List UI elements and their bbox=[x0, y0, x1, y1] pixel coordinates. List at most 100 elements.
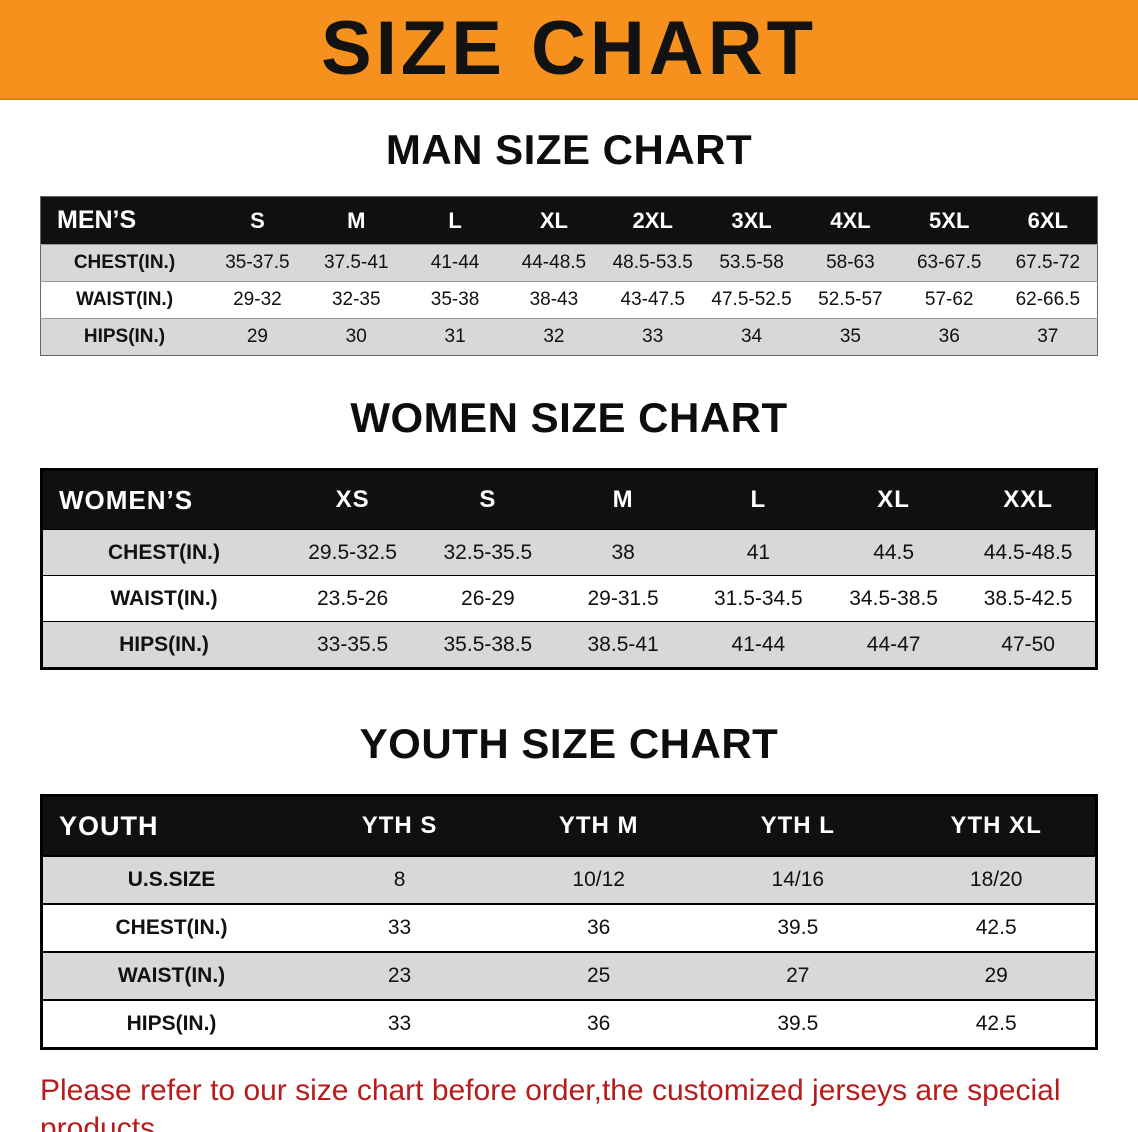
row-label: WAIST(IN.) bbox=[41, 575, 285, 622]
row-label: CHEST(IN.) bbox=[41, 903, 300, 952]
table-cell: 10/12 bbox=[499, 855, 699, 904]
men-size-table: MEN’S S M L XL 2XL 3XL 4XL 5XL 6XL CHEST(IN.) 35-37… bbox=[40, 196, 1098, 356]
table-cell: 36 bbox=[499, 903, 699, 952]
youth-section-heading: YOUTH SIZE CHART bbox=[359, 720, 779, 767]
table-cell: 35.5-38.5 bbox=[420, 621, 556, 669]
column-header: 3XL bbox=[702, 196, 801, 245]
column-header: M bbox=[555, 469, 691, 530]
table-cell: 37.5-41 bbox=[306, 244, 406, 282]
table-cell: 62-66.5 bbox=[998, 281, 1098, 319]
table-cell: 33-35.5 bbox=[285, 621, 421, 669]
table-cell: 33 bbox=[603, 318, 703, 356]
table-cell: 32.5-35.5 bbox=[420, 529, 556, 576]
table-row: WAIST(IN.) 29-32 32-35 35-38 38-43 43-47.5 47.… bbox=[40, 281, 1098, 319]
table-row: HIPS(IN.) 29 30 31 32 33 34 35 36 37 bbox=[40, 318, 1098, 356]
table-cell: 30 bbox=[306, 318, 406, 356]
table-cell: 41-44 bbox=[405, 244, 505, 282]
row-label: WAIST(IN.) bbox=[40, 281, 208, 319]
table-cell: 27 bbox=[698, 951, 898, 1000]
column-header: XXL bbox=[961, 469, 1097, 530]
row-label: HIPS(IN.) bbox=[40, 318, 208, 356]
table-cell: 35-38 bbox=[405, 281, 505, 319]
table-cell: 58-63 bbox=[800, 244, 900, 282]
table-cell: 29.5-32.5 bbox=[285, 529, 421, 576]
women-size-table: WOMEN’S XS S M L XL XXL CHEST(IN.) 29.5-32.5 32.5… bbox=[40, 468, 1098, 670]
table-cell: 35 bbox=[800, 318, 900, 356]
row-label: HIPS(IN.) bbox=[41, 999, 300, 1049]
table-cell: 57-62 bbox=[899, 281, 999, 319]
table-cell: 33 bbox=[300, 903, 500, 952]
row-label: WAIST(IN.) bbox=[41, 951, 300, 1000]
table-cell: 29 bbox=[208, 318, 307, 356]
table-cell: 38.5-41 bbox=[555, 621, 691, 669]
table-row: WAIST(IN.) 23 25 27 29 bbox=[41, 951, 1097, 1000]
table-row: CHEST(IN.) 29.5-32.5 32.5-35.5 38 41 44.5 44.5… bbox=[41, 529, 1097, 576]
table-cell: 29 bbox=[897, 951, 1097, 1000]
column-header: 4XL bbox=[800, 196, 900, 245]
table-cell: 25 bbox=[499, 951, 699, 1000]
row-label: U.S.SIZE bbox=[41, 855, 300, 904]
table-cell: 23.5-26 bbox=[285, 575, 421, 622]
header-row: YOUTH YTH S YTH M YTH L YTH XL bbox=[41, 795, 1097, 856]
table-row: U.S.SIZE 8 10/12 14/16 18/20 bbox=[41, 855, 1097, 904]
column-header: M bbox=[306, 196, 406, 245]
table-cell: 34.5-38.5 bbox=[826, 575, 962, 622]
table-cell: 42.5 bbox=[897, 903, 1097, 952]
table-cell: 52.5-57 bbox=[800, 281, 900, 319]
column-header: L bbox=[405, 196, 505, 245]
footer-disclaimer: Please refer to our size chart before or… bbox=[40, 1072, 1098, 1132]
table-cell: 47.5-52.5 bbox=[702, 281, 801, 319]
women-section-heading: WOMEN SIZE CHART bbox=[350, 394, 788, 441]
table-cell: 8 bbox=[300, 855, 500, 904]
youth-size-table: YOUTH YTH S YTH M YTH L YTH XL U.S.SIZE 8 10/12… bbox=[40, 794, 1098, 1050]
table-cell: 44.5 bbox=[826, 529, 962, 576]
table-cell: 53.5-58 bbox=[702, 244, 801, 282]
column-header: XL bbox=[826, 469, 962, 530]
column-header: S bbox=[420, 469, 556, 530]
table-title: MEN’S bbox=[40, 196, 208, 245]
banner-title: SIZE CHART bbox=[321, 6, 817, 91]
women-size-section: WOMEN SIZE CHART WOMEN’S XS S M L XL XXL CHEST(… bbox=[0, 394, 1138, 670]
table-row: CHEST(IN.) 35-37.5 37.5-41 41-44 44-48.5 48.5… bbox=[40, 244, 1098, 282]
table-cell: 37 bbox=[998, 318, 1098, 356]
row-label: CHEST(IN.) bbox=[41, 529, 285, 576]
table-cell: 31.5-34.5 bbox=[690, 575, 826, 622]
table-cell: 34 bbox=[702, 318, 801, 356]
table-row: HIPS(IN.) 33 36 39.5 42.5 bbox=[41, 999, 1097, 1049]
table-cell: 32 bbox=[504, 318, 604, 356]
table-cell: 41 bbox=[690, 529, 826, 576]
table-cell: 44.5-48.5 bbox=[961, 529, 1097, 576]
column-header: S bbox=[208, 196, 307, 245]
table-cell: 47-50 bbox=[961, 621, 1097, 669]
table-cell: 43-47.5 bbox=[603, 281, 703, 319]
table-cell: 29-31.5 bbox=[555, 575, 691, 622]
row-label: CHEST(IN.) bbox=[40, 244, 208, 282]
table-cell: 48.5-53.5 bbox=[603, 244, 703, 282]
table-cell: 18/20 bbox=[897, 855, 1097, 904]
table-cell: 36 bbox=[499, 999, 699, 1049]
table-cell: 41-44 bbox=[690, 621, 826, 669]
table-cell: 36 bbox=[899, 318, 999, 356]
table-title: WOMEN’S bbox=[41, 469, 285, 530]
table-cell: 39.5 bbox=[698, 903, 898, 952]
column-header: YTH XL bbox=[897, 795, 1097, 856]
men-size-section: MAN SIZE CHART MEN’S S M L XL 2XL 3XL 4XL 5XL 6XL… bbox=[0, 126, 1138, 356]
table-cell: 31 bbox=[405, 318, 505, 356]
column-header: YTH S bbox=[300, 795, 500, 856]
table-cell: 32-35 bbox=[306, 281, 406, 319]
table-row: WAIST(IN.) 23.5-26 26-29 29-31.5 31.5-34.5 34… bbox=[41, 575, 1097, 622]
header-row: MEN’S S M L XL 2XL 3XL 4XL 5XL 6XL bbox=[40, 196, 1098, 245]
table-cell: 33 bbox=[300, 999, 500, 1049]
column-header: YTH L bbox=[698, 795, 898, 856]
table-cell: 42.5 bbox=[897, 999, 1097, 1049]
table-cell: 38.5-42.5 bbox=[961, 575, 1097, 622]
column-header: L bbox=[690, 469, 826, 530]
footer-disclaimer-line-1: Please refer to our size chart before or… bbox=[40, 1074, 1061, 1132]
column-header: XL bbox=[504, 196, 604, 245]
table-cell: 63-67.5 bbox=[899, 244, 999, 282]
size-charts: MAN SIZE CHART MEN’S S M L XL 2XL 3XL 4XL 5XL 6XL… bbox=[0, 126, 1138, 1132]
column-header: YTH M bbox=[499, 795, 699, 856]
table-row: CHEST(IN.) 33 36 39.5 42.5 bbox=[41, 903, 1097, 952]
table-cell: 38-43 bbox=[504, 281, 604, 319]
table-cell: 44-47 bbox=[826, 621, 962, 669]
